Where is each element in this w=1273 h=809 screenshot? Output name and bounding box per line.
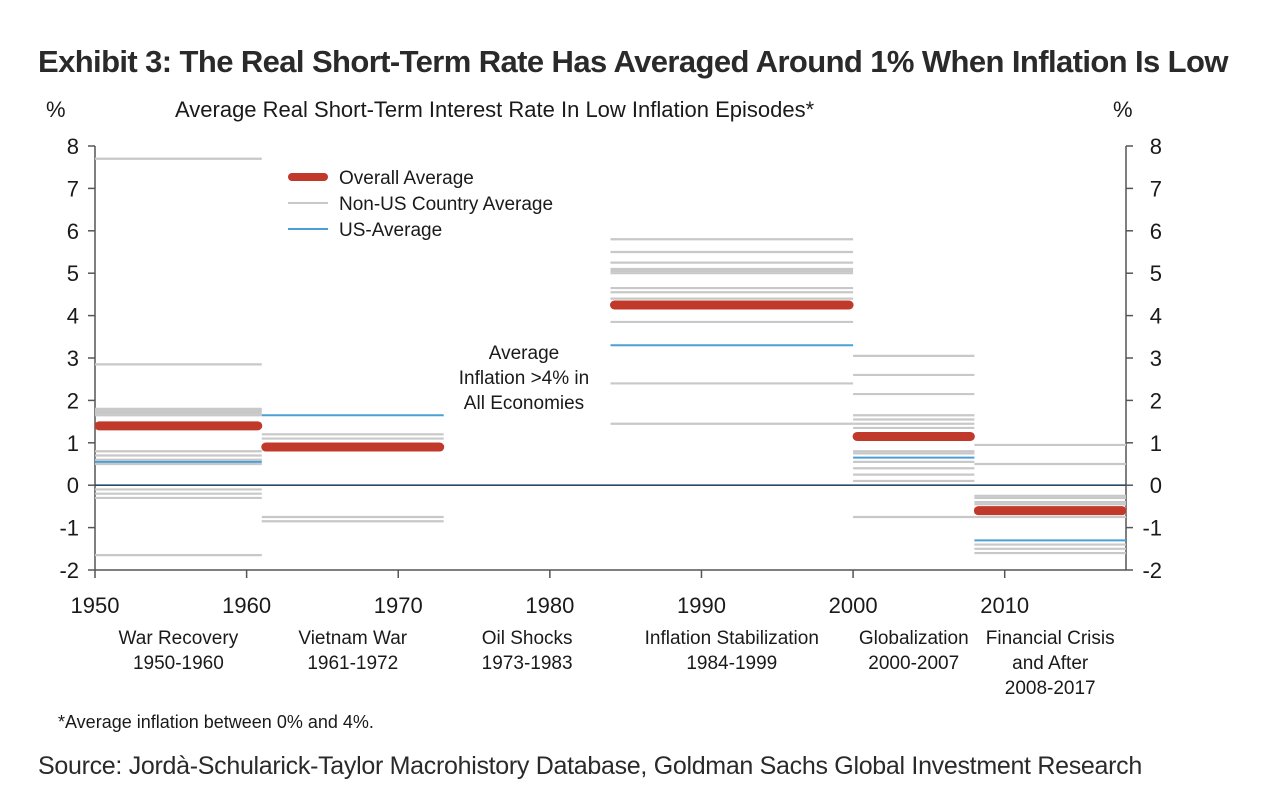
y-axis-unit-right: %: [1113, 97, 1133, 122]
episode-label: 2000-2007: [868, 653, 959, 674]
episode-annotation: Average: [489, 343, 559, 364]
y-tick-label-left: -2: [59, 558, 79, 583]
x-tick-label: 2000: [829, 593, 878, 618]
legend-label: Overall Average: [339, 168, 474, 189]
episode-label: Financial Crisis: [986, 628, 1115, 649]
y-tick-label-right: 4: [1150, 304, 1162, 329]
x-tick-label: 1970: [374, 593, 423, 618]
y-tick-label-left: 7: [67, 176, 79, 201]
episode-label: Vietnam War: [298, 628, 407, 649]
episode-label: 1973-1983: [482, 653, 573, 674]
x-tick-label: 1980: [525, 593, 574, 618]
y-tick-label-right: 2: [1150, 388, 1162, 413]
legend-label: US-Average: [339, 220, 442, 241]
episode-label: 1984-1999: [686, 653, 777, 674]
y-tick-label-right: 7: [1150, 176, 1162, 201]
episode-label: Oil Shocks: [482, 628, 573, 649]
episode-label: Inflation Stabilization: [645, 628, 819, 649]
y-tick-label-left: 0: [67, 473, 79, 498]
y-tick-label-left: 3: [67, 346, 79, 371]
y-tick-label-left: 4: [67, 304, 79, 329]
episode-label: 2008-2017: [1005, 678, 1096, 699]
y-tick-label-left: 8: [67, 134, 79, 159]
y-tick-label-right: 5: [1150, 261, 1162, 286]
y-tick-label-right: 0: [1150, 473, 1162, 498]
y-axis-unit-left: %: [46, 97, 66, 122]
y-tick-label-left: 5: [67, 261, 79, 286]
episode-label: Globalization: [859, 628, 969, 649]
y-tick-label-left: 1: [67, 431, 79, 456]
x-tick-label: 1960: [222, 593, 271, 618]
y-tick-label-left: -1: [59, 516, 79, 541]
exhibit-title: Exhibit 3: The Real Short-Term Rate Has …: [38, 44, 1228, 79]
y-tick-label-right: 6: [1150, 219, 1162, 244]
y-tick-label-left: 2: [67, 388, 79, 413]
legend-label: Non-US Country Average: [339, 194, 553, 215]
episode-annotation: All Economies: [464, 393, 584, 414]
episode-label: 1961-1972: [307, 653, 398, 674]
source-note: Source: Jordà-Schularick-Taylor Macrohis…: [38, 752, 1142, 780]
x-tick-label: 1990: [677, 593, 726, 618]
episode-label: and After: [1012, 653, 1089, 674]
y-tick-label-right: -2: [1142, 558, 1162, 583]
y-tick-label-right: 8: [1150, 134, 1162, 159]
chart-subtitle: Average Real Short-Term Interest Rate In…: [175, 97, 815, 122]
y-tick-label-right: -1: [1142, 516, 1162, 541]
episode-annotation: Inflation >4% in: [459, 368, 589, 389]
y-tick-label-left: 6: [67, 219, 79, 244]
x-tick-label: 2010: [980, 593, 1029, 618]
episode-label: War Recovery: [119, 628, 239, 649]
episode-label: 1950-1960: [133, 653, 224, 674]
footnote: *Average inflation between 0% and 4%.: [58, 712, 374, 732]
y-tick-label-right: 1: [1150, 431, 1162, 456]
x-tick-label: 1950: [71, 593, 120, 618]
y-tick-label-right: 3: [1150, 346, 1162, 371]
